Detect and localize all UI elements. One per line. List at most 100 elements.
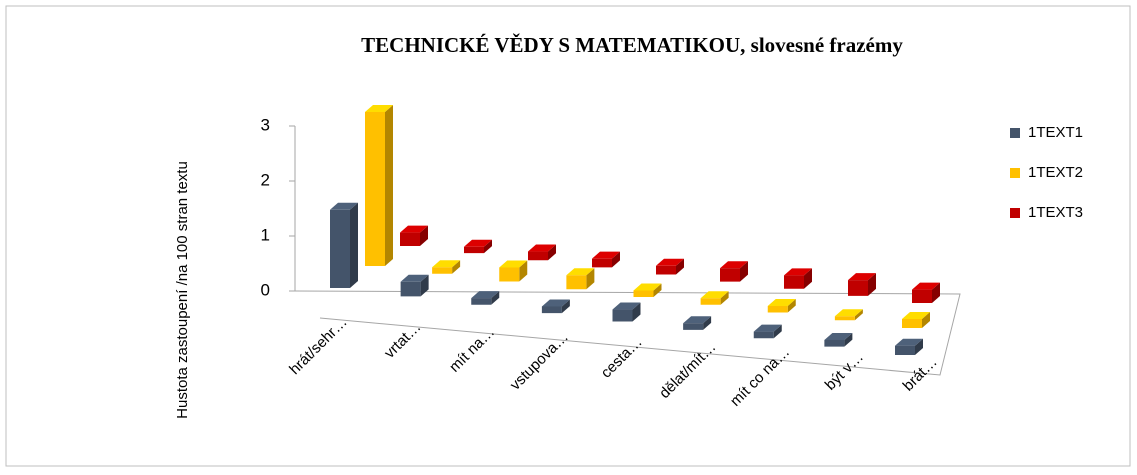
legend-swatch bbox=[1010, 208, 1020, 218]
bar bbox=[400, 274, 429, 297]
bar-front bbox=[784, 275, 804, 289]
bar-side bbox=[720, 291, 729, 305]
bar-side bbox=[922, 312, 930, 328]
floor bbox=[294, 290, 961, 376]
bar-side bbox=[703, 316, 712, 330]
bar bbox=[656, 258, 684, 275]
bar-top bbox=[895, 338, 923, 346]
bar bbox=[612, 302, 641, 322]
legend-swatch bbox=[1010, 128, 1020, 138]
bar-side bbox=[491, 291, 500, 305]
bar-side bbox=[915, 338, 923, 355]
bar-front bbox=[464, 246, 484, 254]
bar-top bbox=[566, 268, 595, 276]
bar-side bbox=[804, 268, 812, 289]
bar-top bbox=[767, 299, 796, 306]
bar-front bbox=[612, 309, 633, 322]
bar-front bbox=[592, 258, 612, 268]
bar-side bbox=[452, 260, 461, 274]
bar bbox=[592, 251, 620, 268]
bar-side bbox=[561, 299, 570, 314]
bar bbox=[464, 239, 492, 254]
bar-front bbox=[912, 289, 932, 303]
bar-top bbox=[471, 291, 500, 299]
bar-top bbox=[824, 332, 853, 340]
bar-front bbox=[683, 323, 704, 330]
bar-front bbox=[700, 298, 721, 305]
bar bbox=[566, 268, 595, 290]
bar bbox=[400, 225, 428, 246]
chart-frame bbox=[5, 5, 1131, 467]
legend-label: 1TEXT2 bbox=[1028, 164, 1083, 181]
bar-side bbox=[932, 282, 940, 303]
bar-side bbox=[548, 244, 556, 261]
bar-side bbox=[868, 273, 876, 296]
bar-side bbox=[854, 309, 863, 321]
bar-side bbox=[484, 239, 492, 254]
bar-front bbox=[400, 232, 420, 246]
bar bbox=[895, 338, 923, 355]
bar bbox=[753, 324, 782, 339]
bar-front bbox=[400, 281, 421, 297]
chart-title: TECHNICKÉ VĚDY S MATEMATIKOU, slovesné f… bbox=[361, 33, 903, 57]
bar bbox=[848, 273, 876, 296]
bar-top bbox=[365, 105, 393, 112]
bar-front bbox=[330, 209, 350, 288]
bar-side bbox=[632, 302, 641, 322]
bar-top bbox=[902, 312, 930, 319]
bar-top bbox=[848, 273, 876, 281]
bar-front bbox=[848, 280, 868, 296]
bar bbox=[700, 291, 729, 305]
bar-top bbox=[700, 291, 729, 299]
bar-top bbox=[592, 251, 620, 259]
bar-front bbox=[902, 319, 922, 328]
bar bbox=[528, 244, 556, 261]
bar-front bbox=[541, 306, 562, 314]
bar-side bbox=[676, 258, 684, 275]
bar bbox=[683, 316, 712, 330]
legend-label: 1TEXT3 bbox=[1028, 204, 1083, 221]
bar-side bbox=[787, 299, 796, 313]
bar-top bbox=[400, 225, 428, 233]
bar-front bbox=[656, 265, 676, 275]
bar bbox=[912, 282, 940, 303]
bar-front bbox=[895, 345, 915, 355]
bar-front bbox=[566, 275, 587, 290]
y-tick-label: 2 bbox=[261, 170, 270, 189]
bar bbox=[720, 261, 748, 282]
bar-top bbox=[400, 274, 429, 282]
bar-side bbox=[653, 283, 662, 297]
bar-front bbox=[753, 331, 774, 339]
bar-front bbox=[499, 267, 520, 282]
bar-front bbox=[834, 316, 855, 321]
bar bbox=[541, 299, 570, 314]
bar-side bbox=[420, 274, 429, 297]
bar bbox=[767, 299, 796, 313]
bar-front bbox=[633, 290, 654, 297]
bar bbox=[471, 291, 500, 305]
bar-front bbox=[365, 112, 385, 266]
y-tick-label: 0 bbox=[261, 280, 270, 299]
bar-top bbox=[834, 309, 863, 317]
bar-top bbox=[753, 324, 782, 332]
bar-top bbox=[464, 239, 492, 247]
bar-side bbox=[385, 105, 393, 266]
bar-top bbox=[656, 258, 684, 266]
bar-top bbox=[784, 268, 812, 276]
bar-side bbox=[612, 251, 620, 268]
bar-top bbox=[330, 202, 358, 210]
bar-top bbox=[912, 282, 940, 290]
bar-side bbox=[844, 332, 853, 347]
bar-side bbox=[773, 324, 782, 339]
y-axis-label: Hustota zastoupení /na 100 stran textu bbox=[174, 161, 191, 419]
bar-front bbox=[720, 268, 740, 282]
bar bbox=[365, 105, 393, 266]
bar-side bbox=[420, 225, 428, 246]
bar bbox=[499, 260, 528, 282]
bar-front bbox=[824, 339, 845, 347]
bar-top bbox=[432, 260, 461, 268]
y-tick-label: 1 bbox=[261, 225, 270, 244]
bar bbox=[902, 312, 930, 328]
bar bbox=[330, 202, 358, 288]
bar-front bbox=[767, 306, 788, 313]
